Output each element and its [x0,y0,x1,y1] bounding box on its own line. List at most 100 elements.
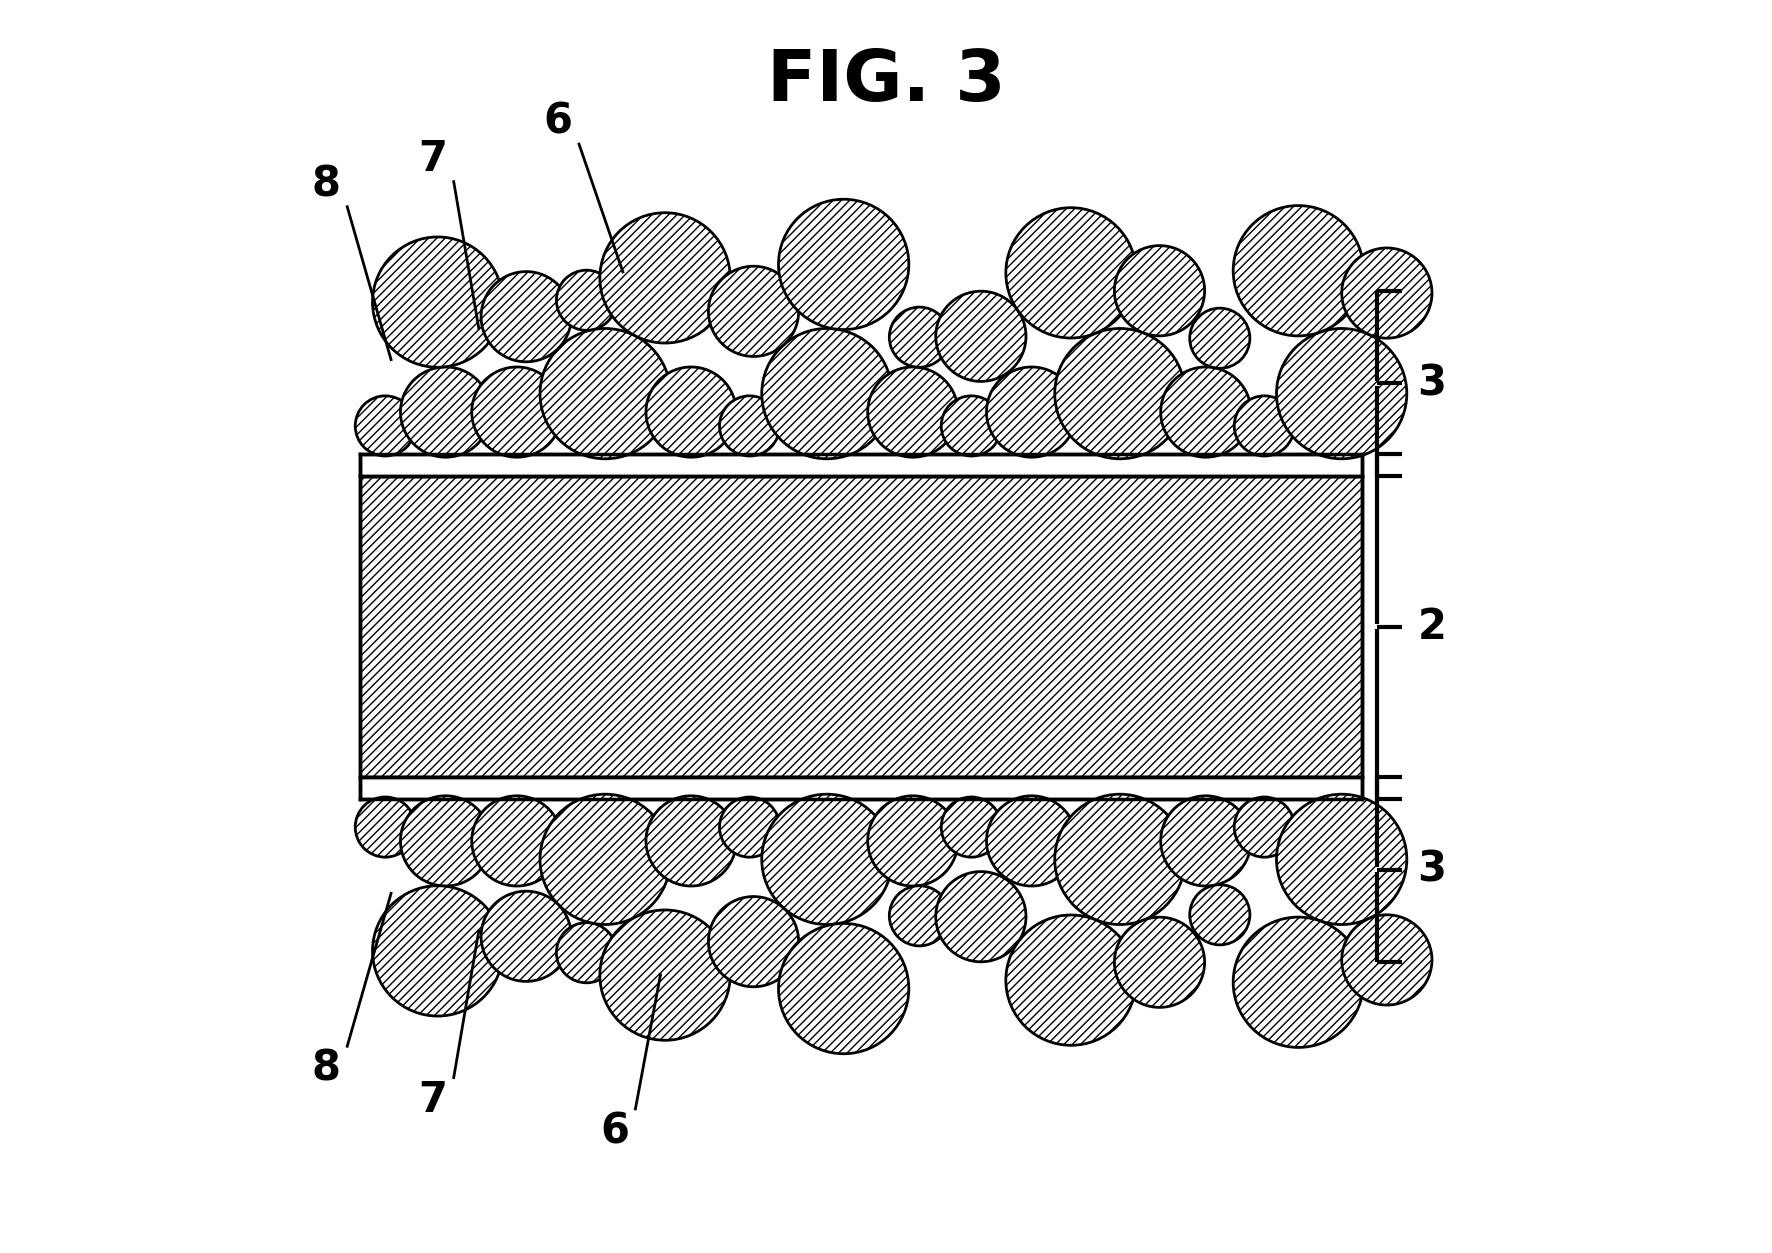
Circle shape [1235,396,1294,456]
Circle shape [1233,205,1363,336]
Circle shape [1189,308,1249,368]
Circle shape [719,797,780,857]
Circle shape [1341,915,1432,1005]
Text: FIG. 3: FIG. 3 [767,46,1005,117]
Circle shape [719,396,780,456]
Circle shape [868,796,959,886]
Circle shape [1115,246,1205,336]
Circle shape [1161,367,1251,457]
Circle shape [647,367,735,457]
Circle shape [1235,396,1294,456]
Circle shape [400,367,491,457]
Circle shape [1189,885,1249,945]
Circle shape [1115,917,1205,1007]
Circle shape [762,328,891,459]
Circle shape [1276,328,1407,459]
Circle shape [719,797,780,857]
Circle shape [1341,915,1432,1005]
Circle shape [1006,915,1136,1045]
Circle shape [890,307,950,367]
Circle shape [480,891,571,981]
Circle shape [400,796,491,886]
Circle shape [480,891,571,981]
Circle shape [400,367,491,457]
Circle shape [480,272,571,362]
Circle shape [868,367,959,457]
Circle shape [372,237,503,367]
Circle shape [540,794,670,925]
Circle shape [354,797,415,857]
Circle shape [372,886,503,1016]
Circle shape [372,886,503,1016]
Circle shape [1054,794,1185,925]
Circle shape [1006,915,1136,1045]
Text: 3: 3 [1418,848,1446,891]
Circle shape [471,367,562,457]
Circle shape [936,291,1026,381]
Circle shape [1161,367,1251,457]
Circle shape [709,266,799,356]
Circle shape [719,396,780,456]
Circle shape [556,922,617,982]
Circle shape [354,396,415,456]
Circle shape [1161,796,1251,886]
Circle shape [1341,248,1432,338]
Circle shape [762,794,891,925]
Circle shape [1233,917,1363,1048]
Circle shape [936,291,1026,381]
Circle shape [941,396,1001,456]
Circle shape [778,199,909,330]
Circle shape [471,367,562,457]
Circle shape [540,328,670,459]
Bar [360,476,1363,777]
Circle shape [1054,794,1185,925]
Circle shape [400,796,491,886]
Circle shape [778,199,909,330]
Circle shape [1054,328,1185,459]
Circle shape [1341,248,1432,338]
Circle shape [1276,328,1407,459]
Text: 6: 6 [601,1110,629,1153]
Circle shape [941,396,1001,456]
Circle shape [868,796,959,886]
Circle shape [936,872,1026,962]
Circle shape [1006,208,1136,338]
Circle shape [647,367,735,457]
Circle shape [354,797,415,857]
Circle shape [868,367,959,457]
Circle shape [890,886,950,946]
Text: 8: 8 [312,163,340,205]
Circle shape [647,796,735,886]
Circle shape [936,872,1026,962]
Circle shape [778,923,909,1054]
Circle shape [556,271,617,331]
Circle shape [601,910,730,1040]
Circle shape [372,237,503,367]
Circle shape [987,796,1077,886]
Circle shape [1235,797,1294,857]
Circle shape [540,328,670,459]
Circle shape [709,897,799,987]
Circle shape [354,396,415,456]
Text: 7: 7 [418,1079,448,1121]
Circle shape [987,796,1077,886]
Circle shape [709,266,799,356]
Circle shape [1189,885,1249,945]
Circle shape [1189,308,1249,368]
Text: 8: 8 [312,1048,340,1090]
Circle shape [890,886,950,946]
Text: 2: 2 [1418,605,1446,648]
Circle shape [1235,797,1294,857]
Circle shape [778,923,909,1054]
Circle shape [1115,246,1205,336]
Text: 3: 3 [1418,362,1446,405]
Circle shape [709,897,799,987]
Circle shape [1115,917,1205,1007]
Circle shape [540,794,670,925]
Circle shape [1054,328,1185,459]
Circle shape [601,910,730,1040]
Text: 6: 6 [544,100,572,143]
Circle shape [1161,796,1251,886]
Circle shape [556,922,617,982]
Circle shape [1233,917,1363,1048]
